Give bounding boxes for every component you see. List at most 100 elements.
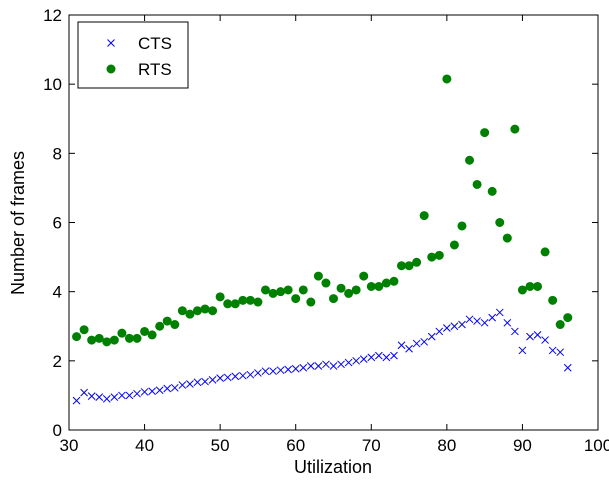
x-tick-label: 100 xyxy=(584,436,609,455)
point-rts xyxy=(472,179,482,189)
point-cts xyxy=(541,336,549,344)
axis-ticks: 30 40 50 60 70 80 90 100 0 2 4 6 8 10 12 xyxy=(43,6,609,455)
y-tick-label: 6 xyxy=(53,214,62,233)
point-cts xyxy=(72,396,81,405)
legend-label-cts: CTS xyxy=(138,34,172,53)
point-rts xyxy=(329,294,338,304)
point-rts xyxy=(374,281,384,291)
point-cts xyxy=(443,324,451,332)
point-rts xyxy=(140,326,150,336)
point-cts xyxy=(359,355,368,363)
point-cts xyxy=(223,373,232,382)
point-cts xyxy=(511,327,519,336)
point-rts xyxy=(487,186,497,196)
y-tick-label: 10 xyxy=(43,75,62,94)
point-rts xyxy=(351,285,361,295)
point-cts xyxy=(563,363,572,372)
point-rts xyxy=(185,309,195,319)
point-rts xyxy=(155,321,165,331)
point-rts xyxy=(548,295,558,305)
point-cts xyxy=(412,339,421,348)
point-cts xyxy=(155,386,164,395)
point-cts xyxy=(125,391,134,400)
y-tick-label: 8 xyxy=(53,144,62,163)
point-cts xyxy=(87,392,96,400)
point-rts xyxy=(321,278,331,288)
point-cts xyxy=(269,367,277,376)
point-cts xyxy=(322,360,330,369)
point-rts xyxy=(72,332,82,342)
point-rts xyxy=(404,261,414,271)
point-rts xyxy=(313,271,323,281)
point-rts xyxy=(223,299,233,309)
point-rts xyxy=(147,330,157,340)
point-cts xyxy=(526,332,534,341)
y-axis-label: Number of frames xyxy=(8,151,28,295)
point-cts xyxy=(261,367,270,376)
point-cts xyxy=(299,363,308,372)
point-rts xyxy=(177,306,187,316)
point-cts xyxy=(102,395,111,403)
point-rts xyxy=(412,257,422,267)
point-rts xyxy=(563,313,573,323)
point-cts xyxy=(495,308,504,317)
point-cts xyxy=(450,322,459,331)
point-cts xyxy=(390,351,398,360)
point-cts xyxy=(352,356,361,365)
point-rts xyxy=(540,247,550,257)
point-cts xyxy=(344,358,353,367)
point-cts xyxy=(382,353,391,362)
point-rts xyxy=(208,306,218,316)
point-rts xyxy=(283,285,293,295)
point-rts xyxy=(306,297,316,307)
point-rts xyxy=(238,295,248,305)
point-rts xyxy=(419,211,429,221)
point-cts xyxy=(473,317,481,325)
point-cts xyxy=(518,346,527,355)
point-rts xyxy=(276,287,286,297)
point-rts xyxy=(200,304,210,314)
x-tick-label: 50 xyxy=(211,436,230,455)
point-rts xyxy=(192,306,202,316)
point-cts xyxy=(427,332,436,341)
point-rts xyxy=(495,218,505,227)
point-rts xyxy=(291,294,301,304)
point-cts xyxy=(488,313,497,322)
point-rts xyxy=(502,233,512,243)
point-cts xyxy=(306,362,315,370)
point-cts xyxy=(201,377,209,386)
point-cts xyxy=(80,388,88,397)
point-rts xyxy=(442,74,452,84)
point-cts xyxy=(133,389,141,398)
point-cts xyxy=(480,318,489,327)
legend-marker-cts xyxy=(107,39,115,47)
y-tick-label: 4 xyxy=(53,283,62,302)
point-rts xyxy=(366,281,376,291)
data-points xyxy=(72,74,573,405)
point-rts xyxy=(245,295,255,305)
point-cts xyxy=(374,351,383,360)
point-rts xyxy=(170,320,180,330)
point-cts xyxy=(503,318,512,327)
point-cts xyxy=(291,364,300,373)
point-rts xyxy=(230,299,240,309)
point-rts xyxy=(510,124,520,134)
point-cts xyxy=(284,365,293,374)
x-tick-label: 40 xyxy=(135,436,154,455)
point-cts xyxy=(533,331,542,339)
point-cts xyxy=(216,374,224,382)
point-rts xyxy=(555,320,565,330)
legend-marker-rts xyxy=(106,64,116,74)
point-cts xyxy=(556,348,565,357)
x-tick-label: 70 xyxy=(362,436,381,455)
point-rts xyxy=(162,316,172,326)
point-rts xyxy=(94,333,104,343)
point-rts xyxy=(336,283,346,293)
point-cts xyxy=(276,366,285,375)
point-rts xyxy=(79,325,89,335)
point-rts xyxy=(215,292,225,302)
point-cts xyxy=(140,388,149,396)
point-cts xyxy=(246,370,255,379)
point-rts xyxy=(87,335,97,345)
